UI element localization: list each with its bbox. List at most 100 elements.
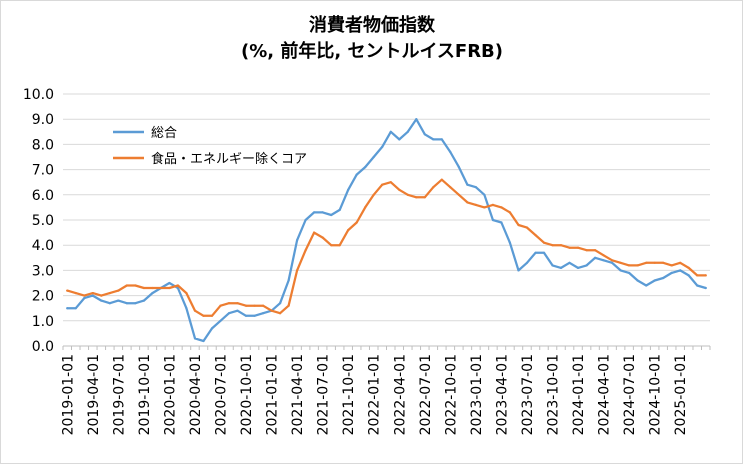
series-2-point (653, 261, 656, 264)
series-1-point (66, 307, 69, 310)
series-1-point (125, 302, 128, 305)
series-1-point (296, 239, 299, 242)
series-1-point (236, 309, 239, 312)
series-1-point (594, 256, 597, 259)
series-2-point (134, 284, 137, 287)
series-1-point (330, 213, 333, 217)
series-1-point (602, 259, 605, 262)
series-2-point (330, 244, 333, 247)
series-1-point (168, 281, 171, 285)
series-2-point (594, 249, 597, 252)
x-tick-label: 2022-04-01 (392, 354, 408, 435)
series-1-point (568, 261, 571, 264)
series-1-point (500, 221, 503, 224)
x-tick-label: 2021-04-01 (290, 354, 306, 435)
series-1-point (108, 302, 111, 305)
series-2-point (670, 264, 673, 267)
series-1-point (279, 302, 282, 305)
series-2-point (619, 261, 622, 264)
series-2 (66, 178, 707, 317)
series-2-point (125, 284, 128, 287)
x-tick-label: 2023-07-01 (520, 354, 536, 435)
series-1-point (202, 339, 205, 343)
series-1-point (389, 130, 392, 133)
x-tick-label: 2024-10-01 (648, 354, 664, 435)
x-tick-label: 2024-07-01 (622, 354, 638, 435)
series-2-point (466, 201, 469, 204)
x-tick-label: 2020-01-01 (162, 354, 178, 435)
series-2-point (636, 264, 639, 267)
x-tick-label: 2019-07-01 (111, 354, 127, 435)
x-tick-label: 2020-04-01 (188, 354, 204, 435)
y-tick-label: 4.0 (32, 238, 54, 254)
series-1-point (406, 130, 409, 133)
series-1-point (432, 138, 435, 141)
series-2-point (576, 246, 580, 249)
series-1-point (142, 299, 145, 302)
series-1-point (449, 150, 452, 154)
x-tick-label: 2024-04-01 (597, 354, 613, 435)
series-1-point (244, 314, 248, 317)
x-tick-label: 2024-01-01 (571, 354, 587, 435)
series-2-point (559, 244, 563, 247)
series-2-point (296, 269, 299, 272)
series-1-point (117, 299, 120, 302)
y-tick-label: 0.0 (32, 339, 54, 355)
x-tick-label: 2019-10-01 (137, 354, 153, 435)
series-2-point (142, 286, 145, 290)
series-2-point (602, 254, 605, 257)
y-tick-label: 2.0 (32, 289, 54, 305)
series-2-point (151, 286, 154, 290)
series-2-point (491, 203, 494, 206)
series-2-point (534, 234, 537, 237)
x-tick-label: 2019-01-01 (60, 354, 76, 435)
series-1-point (185, 307, 188, 310)
series-2-point (210, 314, 214, 317)
series-2-point (449, 186, 452, 189)
series-layer (66, 118, 707, 343)
series-1-point (662, 276, 665, 280)
series-1-point (74, 307, 77, 310)
series-1 (66, 118, 707, 343)
series-1-point (313, 211, 316, 214)
y-tick-label: 5.0 (32, 213, 54, 229)
x-tick-label: 2022-07-01 (418, 354, 434, 435)
series-1-point (508, 241, 511, 244)
series-1-point (398, 138, 401, 141)
series-2-point (381, 183, 384, 186)
series-1-point (559, 266, 563, 269)
series-1-point (364, 166, 367, 169)
series-2-point (611, 259, 614, 262)
series-2-point (270, 309, 273, 312)
series-2-point (253, 304, 256, 307)
series-2-point (679, 261, 682, 264)
series-1-point (534, 251, 537, 254)
series-2-point (321, 236, 324, 239)
series-1-point (338, 208, 341, 211)
series-1-point (457, 166, 460, 169)
series-1-point (381, 145, 384, 148)
series-2-point (338, 244, 341, 247)
series-2-point (508, 211, 511, 214)
series-2-point (432, 186, 435, 189)
x-axis-ticks: 2019-01-01 2019-04-01 2019-07-01 2019-10-01… (60, 346, 711, 435)
series-2-point (696, 274, 699, 277)
series-2-point (108, 292, 111, 295)
series-1-point (670, 271, 673, 274)
series-2-point (542, 241, 546, 244)
series-1-point (696, 284, 699, 287)
series-2-point (117, 289, 120, 292)
series-2-point (525, 226, 529, 229)
series-2-point (457, 193, 460, 196)
series-1-point (542, 251, 546, 254)
y-tick-label: 9.0 (32, 112, 54, 128)
series-1-point (210, 327, 214, 330)
series-2-point (585, 249, 588, 252)
series-1-point (415, 118, 418, 121)
series-1-point (83, 297, 86, 300)
x-tick-label: 2021-07-01 (316, 354, 332, 435)
series-2-point (193, 309, 197, 312)
